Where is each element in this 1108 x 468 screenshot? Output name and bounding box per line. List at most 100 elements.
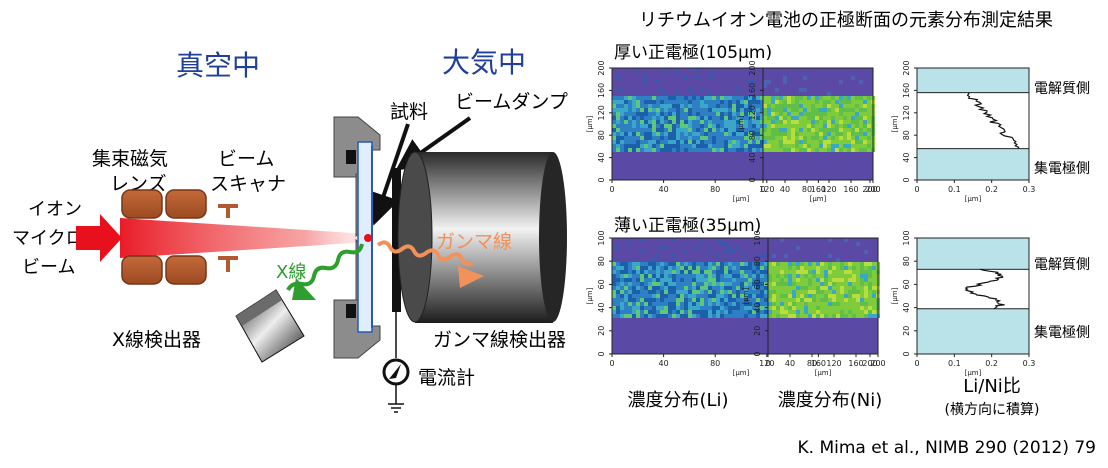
thick-li-map-ytick-label: 0: [597, 177, 606, 182]
thick-ratio-collector-region: [916, 148, 1030, 181]
thick-ratio-xtick-label: 0.1: [948, 185, 961, 194]
thin-ratio-electrolyte-region: [916, 237, 1030, 270]
thick-li-map-yaxis-unit: [μm]: [586, 115, 594, 132]
vacuum-label: 真空中: [176, 49, 260, 82]
ground-icon: [388, 403, 404, 413]
thick-ratio-ytick-label: 80: [902, 130, 911, 140]
thick-li-map-xtick-label: 80: [710, 185, 720, 194]
thin-ni-map-yaxis-unit: [μm]: [742, 287, 750, 304]
thin-ni-map-pixels: [768, 238, 880, 318]
thick-ni-map-ytick-label: 200: [748, 60, 757, 75]
ion-beam-arrow-icon: [76, 214, 122, 262]
thick-li-map-xtick-label: 200: [862, 185, 877, 194]
thin-li-map-yaxis-unit: [μm]: [586, 287, 594, 304]
thick-li-map-xtick-label: 120: [759, 185, 774, 194]
thin-ratio-ytick-label: 40: [902, 303, 911, 313]
thick-electrode-label: 厚い正電極(105μm): [614, 43, 772, 63]
gamma-ray-wave: [376, 240, 474, 267]
thin-ni-map-xaxis-unit: [μm]: [815, 369, 832, 377]
thick-ni-map-xtick-label: 80: [802, 185, 812, 194]
thick-ni-map-frame: [762, 67, 874, 181]
thick-ni-map-ytick-label: 80: [748, 130, 757, 140]
x-ray-label: X線: [276, 262, 306, 283]
thick-ni-map-xtick-label: 160: [843, 185, 858, 194]
beam-spot: [364, 234, 372, 242]
ratio-column-sublabel: (横方向に積算): [945, 402, 1040, 418]
thick-ratio-xtick-label: 0.2: [985, 185, 998, 194]
thin-li-map-ytick-label: 100: [597, 230, 606, 245]
thick-ratio-ytick-label: 40: [902, 153, 911, 163]
electrolyte-label-top: 電解質側: [1034, 81, 1090, 97]
thick-ratio-yaxis-unit: [μm]: [891, 115, 899, 132]
thin-ratio-ytick-label: 0: [902, 351, 911, 356]
thick-ratio-xtick-label: 0: [914, 185, 919, 194]
thick-ni-map-xaxis-unit: [μm]: [810, 195, 827, 203]
sample-label: 試料: [390, 101, 428, 123]
thick-ratio-xaxis-unit: [μm]: [965, 195, 982, 203]
thin-li-map-ytick-label: 80: [597, 256, 606, 266]
thick-ni-map-ytick-label: 40: [748, 153, 757, 163]
thin-li-map-xaxis-unit: [μm]: [733, 369, 750, 377]
thin-ni-map-xtick-label: 40: [785, 359, 795, 368]
thick-ni-map-ytick-label: 0: [748, 177, 757, 182]
thick-ni-map-yaxis-unit: [μm]: [737, 115, 745, 132]
thick-ratio-ytick-label: 160: [902, 83, 911, 98]
collector-label-top: 集電極側: [1034, 160, 1090, 177]
thin-ratio-xaxis-unit: [μm]: [965, 369, 982, 377]
thick-ni-map-ytick-label: 120: [748, 105, 757, 120]
results-title: リチウムイオン電池の正極断面の元素分布測定結果: [639, 10, 1053, 31]
thin-ni-map-ytick-label: 20: [753, 326, 762, 336]
thin-ni-map-xtick-label: 80: [807, 359, 817, 368]
thin-ratio-ytick-label: 20: [902, 326, 911, 336]
beam-dump: [392, 168, 401, 312]
ratio-column-label: Li/Ni比: [963, 376, 1021, 397]
thin-ratio-xtick-label: 0.2: [985, 359, 998, 368]
thin-ni-map-ytick-label: 100: [753, 230, 762, 245]
thick-ratio-ytick-label: 120: [902, 105, 911, 120]
lens-magnet-bottom-1: [121, 255, 163, 285]
thin-ratio-xtick-label: 0.3: [1023, 359, 1036, 368]
thick-ratio-ytick-label: 200: [902, 60, 911, 75]
thin-li-map-xtick-label: 0: [609, 359, 614, 368]
thin-ratio-collector-region: [916, 308, 1030, 355]
gamma-label: ガンマ線: [436, 231, 512, 253]
thin-li-map-ytick-label: 40: [597, 303, 606, 313]
gamma-detector-cylinder: [397, 151, 567, 323]
ni-column-label: 濃度分布(Ni): [778, 390, 883, 411]
li-column-label: 濃度分布(Li): [627, 390, 728, 411]
thick-li-map-xtick-label: 40: [659, 185, 669, 194]
thick-ratio-electrolyte-region: [916, 67, 1030, 94]
thin-electrode-label: 薄い正電極(35μm): [614, 216, 761, 236]
x-ray-arrow-icon: [292, 278, 316, 300]
thin-li-map-ytick-label: 20: [597, 326, 606, 336]
citation: K. Mima et al., NIMB 290 (2012) 79: [798, 438, 1097, 458]
thin-ratio-ratio-curve: [964, 268, 1005, 310]
thin-ni-map-ytick-label: 60: [753, 279, 762, 289]
thick-li-map-ytick-label: 120: [597, 105, 606, 120]
thin-ni-map-ytick-label: 0: [753, 351, 762, 356]
thick-li-map-xtick-label: 0: [609, 185, 614, 194]
thin-li-map-ytick-label: 60: [597, 279, 606, 289]
thick-ni-map-ytick-label: 160: [748, 83, 757, 98]
thick-li-map-ytick-label: 80: [597, 130, 606, 140]
ammeter-icon: [382, 358, 410, 386]
gamma-ray-arrow-icon: [458, 266, 484, 288]
thick-li-map-xtick-label: 160: [811, 185, 826, 194]
thick-ni-map-xtick-label: 120: [821, 185, 836, 194]
ion-label-1: イオン: [28, 199, 82, 220]
lens-label-1: 集束磁気: [92, 148, 168, 170]
scanner-label-1: ビーム: [218, 148, 274, 170]
ion-beam-cone: [120, 218, 368, 258]
lens-magnet-top-1: [121, 189, 163, 219]
thin-li-map-xtick-label: 200: [862, 359, 877, 368]
thick-ni-map-xtick-label: 200: [865, 185, 880, 194]
x-ray-wave: [286, 243, 364, 292]
thin-ni-map-xtick-label: 0: [765, 359, 770, 368]
thick-ni-map-pixels: [763, 76, 875, 152]
thin-ratio-yaxis-unit: [μm]: [891, 287, 899, 304]
thick-li-map-ytick-label: 200: [597, 60, 606, 75]
thin-ratio-ytick-label: 80: [902, 256, 911, 266]
ion-label-2: マイクロ: [12, 228, 84, 249]
electrolyte-label-bottom: 電解質側: [1034, 257, 1090, 273]
